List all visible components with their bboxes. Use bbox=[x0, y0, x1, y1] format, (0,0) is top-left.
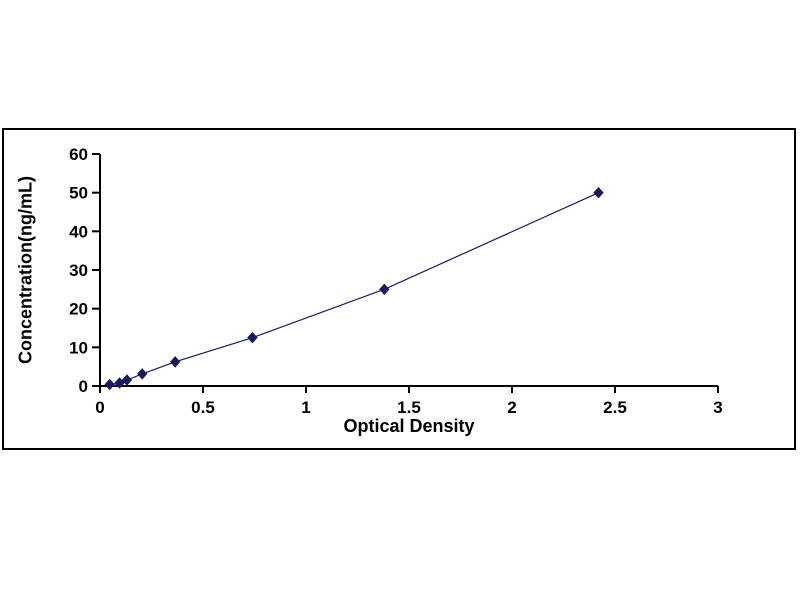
y-tick-label: 20 bbox=[69, 300, 88, 319]
x-tick-label: 1.5 bbox=[397, 398, 421, 417]
data-point-marker bbox=[121, 374, 133, 386]
x-axis-label: Optical Density bbox=[343, 416, 475, 436]
x-tick-label: 2 bbox=[507, 398, 516, 417]
x-tick-label: 0 bbox=[95, 398, 104, 417]
data-point-marker bbox=[114, 377, 125, 389]
data-point-marker bbox=[137, 368, 148, 380]
data-point-marker bbox=[593, 186, 604, 199]
x-tick-label: 2.5 bbox=[603, 398, 627, 417]
y-axis-label: Concentration(ng/mL) bbox=[15, 176, 36, 364]
y-tick-label: 50 bbox=[69, 184, 88, 203]
y-tick-label: 30 bbox=[69, 261, 88, 280]
x-tick-label: 3 bbox=[713, 398, 722, 417]
data-point-marker bbox=[379, 283, 390, 296]
x-tick-label: 0.5 bbox=[191, 398, 215, 417]
data-point-marker bbox=[104, 378, 115, 391]
y-tick-label: 60 bbox=[69, 145, 88, 164]
y-tick-label: 40 bbox=[69, 222, 88, 241]
data-point-marker bbox=[247, 331, 258, 344]
x-tick-label: 1 bbox=[301, 398, 310, 417]
axes bbox=[99, 154, 718, 387]
y-tick-label: 0 bbox=[79, 377, 88, 396]
y-tick-label: 10 bbox=[69, 338, 88, 357]
data-point-marker bbox=[170, 356, 181, 368]
standard-curve-chart-frame: 0 0.5 1 1.5 2 2.5 3 0 10 20 30 40 50 60 Optical Densi… bbox=[2, 128, 796, 450]
curve-line bbox=[109, 192, 599, 386]
